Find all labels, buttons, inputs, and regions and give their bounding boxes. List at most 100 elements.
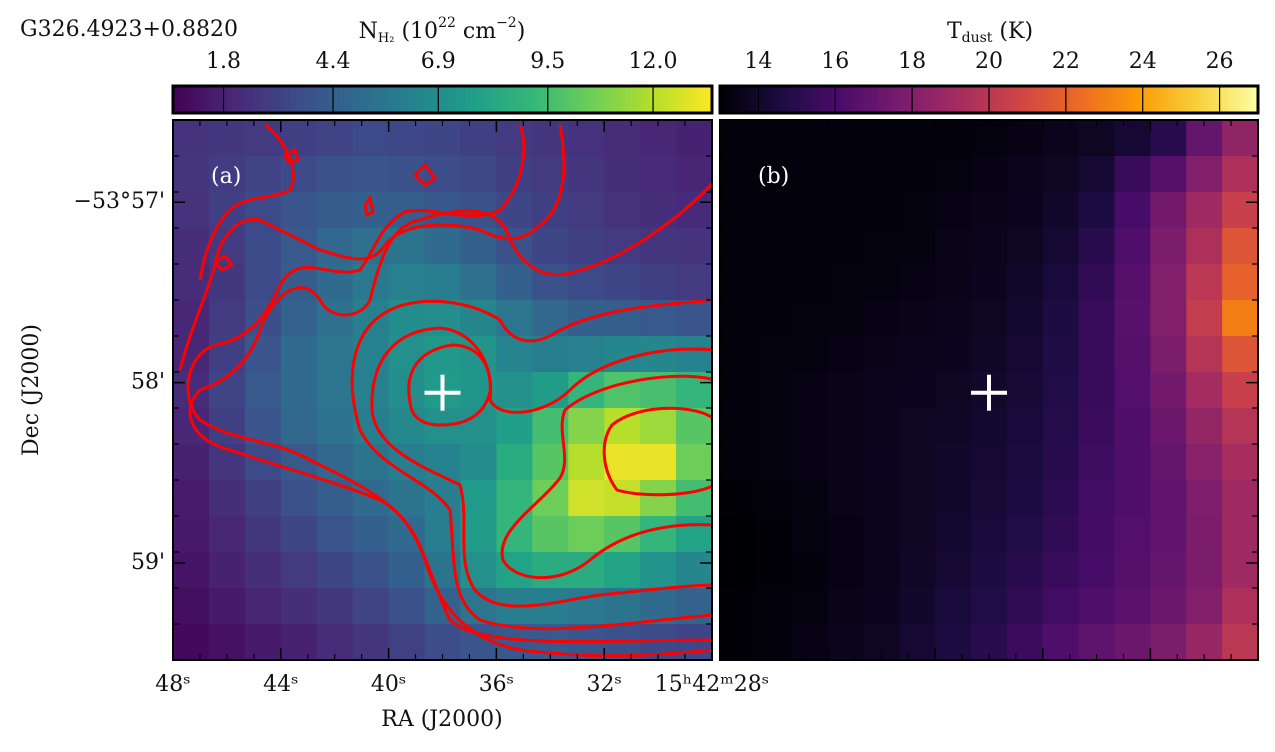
heatmap-cell [935,444,972,481]
colorbar-swatch [742,86,748,113]
heatmap-cell [720,300,757,337]
colorbar-swatch [1051,86,1057,113]
colorbar-swatch [397,86,403,113]
contour [186,124,712,658]
heatmap-cell [1186,336,1223,373]
colorbar-swatch [460,86,466,113]
colorbar-swatch [737,86,744,113]
heatmap-cell [280,408,318,445]
heatmap-cell [568,156,605,193]
colorbar-swatch [496,86,502,113]
colorbar-swatch [1047,86,1053,113]
heatmap-cell [280,480,318,517]
colorbar-swatch [379,86,385,113]
colorbar-swatch [773,86,779,113]
x-tick-label: 32ˢ [586,672,621,697]
colorbar-swatch [894,86,900,113]
heatmap-cell [1006,264,1044,301]
heatmap-cell [827,480,864,517]
heatmap-cell [1186,516,1223,553]
heatmap-cell [604,264,641,301]
heatmap-cell [1150,516,1187,553]
colorbar-swatch [836,86,842,113]
colorbar-swatch [903,86,909,113]
heatmap-cell [316,192,354,229]
colorbar-swatch [312,86,318,113]
heatmap-cell [352,624,390,661]
heatmap-cell [971,516,1008,553]
colorbar-swatch [921,86,927,113]
colorbar-label-part: T [947,19,962,44]
colorbar-swatch [1123,86,1129,113]
colorbar-swatch [244,86,250,113]
colorbar-tick-label: 20 [975,49,1003,74]
colorbar-swatch [653,86,659,113]
heatmap-cell [1222,624,1259,661]
colorbar-swatch [375,86,381,113]
heatmap-cell [791,300,829,337]
heatmap-cell [460,444,497,481]
heatmap-cell [1222,228,1259,265]
heatmap-cell [1078,588,1116,625]
colorbar-swatch [778,86,784,113]
colorbar-swatch [491,86,497,113]
colorbar-swatch [473,86,480,113]
colorbar-swatch [805,86,811,113]
heatmap-cell [1006,516,1044,553]
colorbar-swatch [500,86,506,113]
heatmap-cell [640,480,677,517]
colorbar-swatch [728,86,735,113]
colorbar-swatch [527,86,533,113]
heatmap-cell [1006,444,1044,481]
heatmap-cell [1222,372,1259,409]
colorbar-swatch [316,86,322,113]
heatmap-cell [424,444,461,481]
colorbar-swatch [809,86,815,113]
heatmap-cell [827,516,864,553]
colorbar-frame [171,84,714,115]
colorbar-swatch [635,86,641,113]
heatmap-cell [244,336,282,373]
colorbar-swatch [1213,86,1219,113]
colorbar-swatch [935,86,941,113]
heatmap-cell [1222,588,1259,625]
colorbar-swatch [1069,86,1075,113]
heatmap-cell [1114,228,1151,265]
heatmap-cell [1006,156,1044,193]
colorbar-swatch [289,86,295,113]
colorbar-swatch [307,86,313,113]
heatmap-cell [899,372,936,409]
heatmap-cell [1222,552,1259,589]
heatmap-cell [863,516,900,553]
heatmap-cell [720,624,757,661]
heatmap-cell [173,192,210,229]
heatmap-cell [755,192,793,229]
colorbar-swatch [1217,86,1223,113]
heatmap-cell [720,516,757,553]
colorbar-swatch [303,86,309,113]
heatmap-cell [316,336,354,373]
heatmap-cell [791,552,829,589]
heatmap-cell [208,480,246,517]
colorbar-swatch [926,86,932,113]
colorbar-swatch [881,86,887,113]
colorbar-swatch [622,86,628,113]
colorbar-label: NH₂ (1022 cm−2) [359,15,526,46]
colorbar-swatch [559,86,565,113]
colorbar-tick-label: 24 [1129,49,1157,74]
colorbar-swatch [388,86,394,113]
colorbar-swatch [195,86,201,113]
y-tick-label: 58' [131,370,165,395]
heatmap-cell [388,372,426,409]
heatmap-cell [935,516,972,553]
colorbar-swatch [280,86,286,113]
heatmap-cell [1150,300,1187,337]
source-name: G326.4923+0.8820 [20,17,238,42]
colorbar-swatch [760,86,766,113]
heatmap-cell [352,552,390,589]
heatmap-cell [1114,372,1151,409]
heatmap-cell [720,120,757,157]
colorbar-swatch [1127,86,1134,113]
colorbar-swatch [411,86,417,113]
colorbar-swatch [294,86,300,113]
